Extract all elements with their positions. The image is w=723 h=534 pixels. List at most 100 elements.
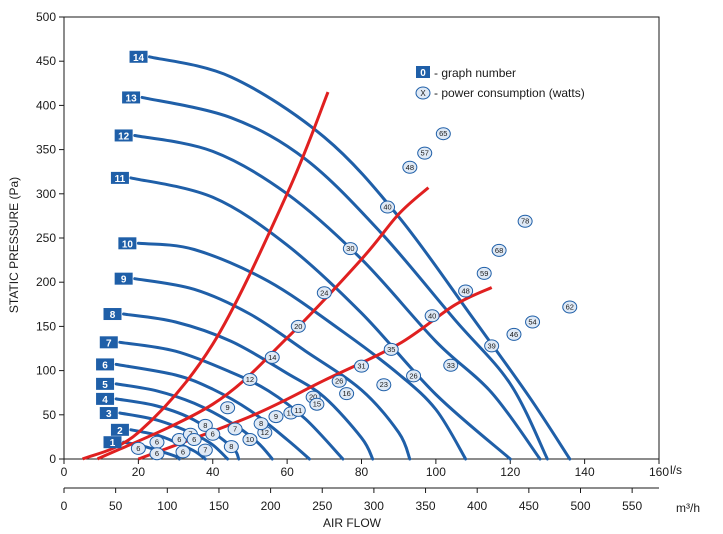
graph-number-label: 14 [133,53,145,64]
y-tick-label: 150 [36,319,56,333]
power-marker-label: 12 [261,428,269,437]
x2-tick-label: 150 [209,499,229,513]
power-marker [424,309,440,323]
graph-number-label: 11 [115,174,126,185]
power-marker [264,350,280,364]
power-marker-label: 9 [226,403,230,412]
power-marker [268,410,284,424]
x-axis-title: AIR FLOW [323,516,382,530]
x2-tick-label: 0 [61,499,68,513]
power-marker-label: 59 [480,269,488,278]
power-marker [227,422,243,436]
graph-number-badge [114,129,133,142]
curve-6 [114,362,311,461]
graph-number-badge [103,436,122,449]
power-marker [484,339,500,353]
power-marker-label: 31 [357,362,365,371]
x-tick-label: 140 [575,465,595,479]
plot-area [63,16,660,460]
power-marker [506,327,522,341]
x2-tick-label: 50 [109,499,123,513]
graph-number-label: 12 [118,131,130,142]
power-marker [220,401,236,415]
power-marker [197,443,213,457]
power-marker [525,315,541,329]
graph-number-badge [122,91,141,104]
power-marker [331,374,347,388]
power-marker [383,342,399,356]
power-marker [339,387,355,401]
y-tick-label: 50 [43,408,57,422]
power-marker-label: 7 [203,446,207,455]
power-marker [223,440,239,454]
power-marker-label: 62 [566,302,574,311]
power-marker-label: 9 [274,412,278,421]
x2-tick-label: 200 [261,499,281,513]
x-tick-label: 160 [649,465,669,479]
power-marker-label: 6 [192,435,196,444]
power-marker [242,433,258,447]
power-marker-label: 6 [181,447,185,456]
legend-graph-number-text: - graph number [434,66,516,80]
power-marker [205,427,221,441]
power-marker [290,319,306,333]
curve-10 [136,241,468,461]
x-axis-unit: l/s [670,463,682,477]
power-marker [380,200,396,214]
y-tick-label: 0 [49,452,56,466]
x-tick-label: 100 [426,465,446,479]
power-marker-label: 6 [177,435,181,444]
power-marker-label: 40 [383,203,391,212]
power-marker [406,369,422,383]
graph-number-badge [110,423,129,436]
power-marker [402,160,418,174]
graph-number-label: 8 [110,310,116,321]
power-marker-label: 6 [155,449,159,458]
x2-tick-label: 300 [364,499,384,513]
power-marker-label: 35 [387,345,395,354]
power-marker-label: 48 [406,163,414,172]
x-tick-label: 60 [280,465,294,479]
y-axis-ticks: 0 50 100 150 200 250 300 350 400 450 500 [36,10,64,466]
power-marker [458,284,474,298]
power-marker-label: 78 [521,217,529,226]
legend-power-icon [415,86,431,100]
x2-axis-unit: m³/h [676,501,700,515]
y-tick-label: 400 [36,98,56,112]
x2-tick-label: 400 [467,499,487,513]
power-marker-label: 68 [495,246,503,255]
power-marker-label: 8 [203,421,207,430]
power-marker-label: 12 [246,375,254,384]
graph-number-badge [103,308,122,321]
power-marker-label: 30 [346,244,354,253]
graph-number-badge [96,392,115,405]
power-marker [443,358,459,372]
power-markers: 6667891214202430404857656678101217202631… [130,127,578,461]
y-tick-label: 200 [36,275,56,289]
power-marker [316,286,332,300]
power-marker [186,433,202,447]
graph-number-badge [118,237,137,250]
x-axis-ticks: 0 20 40 60 80 100 120 140 160 [61,459,669,479]
graph-number-label: 7 [106,338,112,349]
power-marker [309,397,325,411]
system-line-3 [137,286,493,461]
graph-number-label: 3 [106,409,112,420]
x2-tick-label: 100 [157,499,177,513]
power-marker-label: 26 [409,371,417,380]
x-tick-label: 0 [61,465,68,479]
power-marker-label: 14 [268,353,276,362]
performance-curves [114,55,572,461]
power-marker-label: 17 [287,409,295,418]
power-marker [130,441,146,455]
power-marker-label: 6 [155,438,159,447]
power-marker [175,445,191,459]
power-marker [435,127,451,141]
power-marker-label: 23 [380,380,388,389]
curve-14 [148,55,572,461]
x2-tick-label: 350 [416,499,436,513]
power-marker-label: 54 [528,317,536,326]
graph-number-label: 6 [102,360,108,371]
power-marker [197,418,213,432]
